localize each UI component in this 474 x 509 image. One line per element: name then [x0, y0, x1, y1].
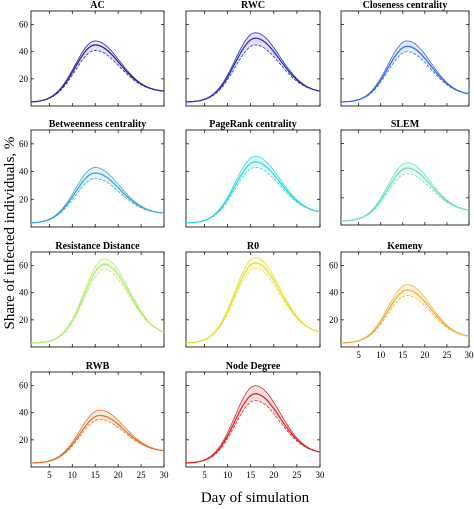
x-tick-label: 15 [246, 470, 256, 480]
panel-3: Closeness centrality [340, 0, 470, 107]
band-lower-line [31, 419, 165, 464]
mean-line [31, 414, 165, 464]
panel-5: PageRank centrality [185, 119, 321, 228]
panel-9: Kemeny 20 40 60 5 10 15 20 25 30 [329, 241, 474, 360]
y-tick-label: 40 [19, 288, 29, 298]
y-tick-label: 20 [19, 315, 29, 325]
band-lower-line [341, 172, 470, 222]
mean-line [30, 44, 165, 103]
panel-title: Resistance Distance [55, 241, 140, 252]
panel-7: Resistance Distance 20 40 60 [19, 241, 165, 348]
y-tick-label: 20 [19, 194, 29, 204]
x-tick-label: 5 [356, 350, 361, 360]
panel-title: AC [90, 0, 104, 11]
x-tick-label: 25 [442, 350, 452, 360]
panel-title: PageRank centrality [209, 119, 297, 130]
panel-title: Kemeny [387, 241, 423, 252]
panel-frame [30, 129, 165, 228]
y-tick-label: 40 [19, 47, 29, 57]
y-tick-label: 60 [329, 261, 339, 271]
mean-line [30, 172, 165, 224]
x-tick-label: 15 [91, 470, 101, 480]
x-tick-label: 30 [465, 350, 474, 360]
mean-line [186, 161, 321, 224]
mean-line [185, 393, 321, 464]
y-tick-label: 60 [19, 139, 29, 149]
x-tick-label: 10 [68, 470, 78, 480]
panel-title: Node Degree [226, 361, 281, 372]
x-tick-label: 30 [160, 470, 170, 480]
y-tick-label: 60 [19, 381, 29, 391]
mean-line [341, 289, 470, 344]
panel-frame [185, 129, 321, 228]
panel-frame [340, 129, 470, 226]
panel-title: R0 [247, 241, 259, 252]
panel-11: Node Degree 5 10 15 20 25 30 [185, 361, 326, 480]
panel-frame [185, 10, 321, 107]
x-tick-label: 25 [137, 470, 147, 480]
y-axis-label: Share of infected individuals, % [2, 137, 18, 330]
panel-8: R0 [185, 241, 321, 348]
panel-4: Betweenness centrality 20 40 60 [19, 119, 165, 228]
panels: AC 20 40 60 RWC Closeness centrality Betweenne… [19, 0, 474, 480]
mean-line [341, 167, 470, 222]
x-axis-label: Day of simulation [201, 490, 310, 506]
panel-6: SLEM [340, 119, 470, 226]
y-tick-label: 40 [329, 288, 339, 298]
y-tick-label: 40 [19, 408, 29, 418]
panel-title: RWC [241, 0, 265, 11]
y-tick-label: 60 [19, 261, 29, 271]
panel-title: Betweenness centrality [49, 119, 146, 130]
x-tick-label: 30 [316, 470, 326, 480]
mean-line [185, 262, 321, 344]
panel-title: Closeness centrality [363, 0, 448, 11]
panel-frame [185, 371, 321, 468]
y-tick-label: 20 [19, 74, 29, 84]
x-tick-label: 25 [292, 470, 302, 480]
y-tick-label: 60 [19, 20, 29, 30]
mean-line [341, 45, 470, 103]
band-lower-line [341, 51, 470, 103]
mean-line [31, 263, 165, 344]
panel-frame [30, 10, 165, 107]
mean-line [185, 37, 321, 103]
x-tick-label: 10 [223, 470, 233, 480]
y-tick-label: 20 [19, 435, 29, 445]
x-tick-label: 5 [202, 470, 207, 480]
panel-frame [340, 251, 470, 348]
panel-title: SLEM [391, 119, 420, 130]
band-lower-line [31, 269, 165, 344]
panel-frame [340, 10, 470, 107]
panel-2: RWC [185, 0, 321, 107]
x-tick-label: 20 [420, 350, 430, 360]
panel-10: RWB 20 40 60 5 10 15 20 25 30 [19, 361, 169, 480]
y-tick-label: 20 [329, 315, 339, 325]
x-tick-label: 20 [269, 470, 279, 480]
x-tick-label: 15 [398, 350, 408, 360]
x-tick-label: 20 [114, 470, 124, 480]
y-tick-label: 40 [19, 167, 29, 177]
x-tick-label: 10 [376, 350, 386, 360]
panel-frame [185, 251, 321, 348]
x-tick-label: 5 [47, 470, 52, 480]
panel-title: RWB [86, 361, 110, 372]
panel-1: AC 20 40 60 [19, 0, 165, 107]
